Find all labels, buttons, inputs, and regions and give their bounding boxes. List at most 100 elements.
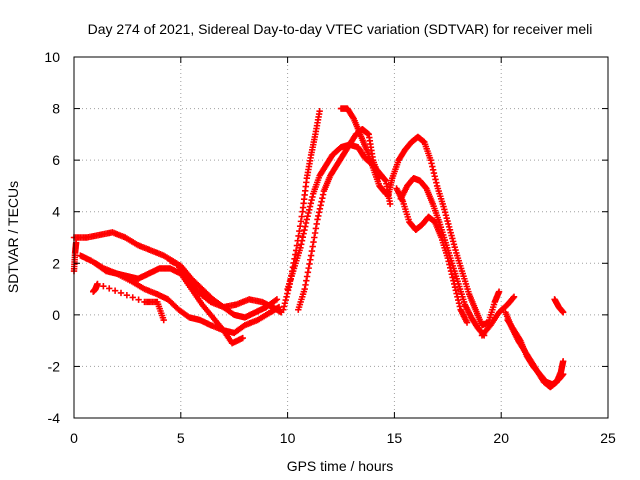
data-point bbox=[303, 216, 311, 223]
data-point bbox=[304, 213, 311, 220]
data-point bbox=[284, 290, 291, 297]
data-point bbox=[310, 238, 317, 246]
data-point bbox=[349, 114, 357, 121]
data-point bbox=[111, 287, 119, 294]
series-track-16 bbox=[504, 316, 567, 388]
x-tick-label: 5 bbox=[177, 430, 185, 446]
data-point bbox=[308, 247, 316, 255]
data-point bbox=[289, 263, 297, 271]
data-point bbox=[292, 251, 299, 258]
series-track-4 bbox=[166, 257, 281, 321]
data-point bbox=[429, 163, 436, 170]
data-point bbox=[381, 189, 389, 196]
data-point bbox=[433, 179, 440, 186]
data-point bbox=[305, 209, 312, 217]
data-point bbox=[303, 277, 310, 284]
chart-title: Day 274 of 2021, Sidereal Day-to-day VTE… bbox=[88, 21, 593, 37]
data-point bbox=[447, 267, 455, 275]
series-track-10 bbox=[337, 105, 390, 197]
data-point bbox=[135, 296, 142, 303]
data-point bbox=[317, 202, 324, 209]
data-point bbox=[449, 274, 456, 281]
data-point bbox=[452, 287, 460, 294]
data-point bbox=[117, 289, 125, 297]
data-point bbox=[296, 227, 303, 235]
data-point bbox=[298, 241, 305, 248]
data-point bbox=[315, 212, 322, 220]
data-point bbox=[448, 271, 456, 278]
data-point bbox=[287, 276, 294, 283]
y-tick-label: 8 bbox=[52, 101, 60, 117]
x-axis: 0 5 10 15 20 25 bbox=[70, 57, 616, 446]
series-track-14 bbox=[478, 293, 518, 339]
data-point bbox=[303, 273, 311, 280]
y-axis: -4 -2 0 2 4 6 8 10 bbox=[44, 49, 608, 426]
data-point bbox=[305, 264, 312, 272]
data-point bbox=[516, 336, 523, 343]
data-point bbox=[386, 200, 394, 208]
data-point bbox=[451, 280, 458, 288]
data-point bbox=[314, 216, 321, 223]
data-point bbox=[431, 173, 438, 180]
data-point bbox=[293, 242, 301, 249]
data-point bbox=[280, 306, 287, 313]
plot-frame bbox=[73, 56, 609, 419]
data-point bbox=[450, 277, 457, 284]
data-point bbox=[309, 243, 316, 250]
data-point bbox=[295, 232, 302, 240]
data-point bbox=[307, 256, 314, 263]
data-point bbox=[273, 296, 281, 303]
y-tick-label: -4 bbox=[48, 410, 61, 426]
y-tick-label: 6 bbox=[52, 152, 60, 168]
data-point bbox=[319, 191, 327, 198]
data-point bbox=[307, 252, 315, 259]
x-tick-label: 15 bbox=[387, 430, 403, 446]
data-point bbox=[316, 107, 323, 115]
data-point bbox=[559, 309, 567, 316]
series-track-3 bbox=[92, 260, 246, 347]
data-point bbox=[283, 293, 290, 301]
y-tick-label: 2 bbox=[52, 255, 60, 271]
data-point bbox=[451, 283, 459, 291]
data-point bbox=[316, 205, 324, 213]
data-point bbox=[298, 213, 305, 220]
grid bbox=[74, 57, 608, 418]
data-point bbox=[429, 166, 437, 174]
data-point bbox=[455, 296, 462, 304]
data-point bbox=[285, 283, 293, 291]
data-point bbox=[456, 303, 464, 310]
data-point bbox=[309, 193, 316, 201]
data-point bbox=[510, 293, 518, 301]
data-point bbox=[559, 370, 567, 378]
series-track-8 bbox=[280, 107, 323, 313]
data-point bbox=[286, 280, 293, 288]
data-point bbox=[288, 268, 296, 275]
data-point bbox=[294, 237, 301, 244]
data-point bbox=[281, 300, 289, 307]
plot-background bbox=[74, 57, 608, 418]
data-point bbox=[282, 296, 289, 304]
data-point bbox=[318, 198, 325, 205]
data-point bbox=[427, 156, 434, 164]
data-point bbox=[447, 264, 454, 271]
data-point bbox=[301, 285, 308, 293]
y-tick-label: 4 bbox=[52, 204, 60, 220]
data-point bbox=[381, 176, 389, 184]
series-track-17 bbox=[551, 296, 567, 316]
data-point bbox=[306, 206, 313, 213]
data-point bbox=[302, 281, 309, 289]
data-point bbox=[290, 259, 297, 267]
x-tick-label: 0 bbox=[70, 430, 78, 446]
series-track-5 bbox=[90, 280, 167, 324]
data-point bbox=[301, 226, 308, 234]
data-point bbox=[510, 294, 517, 301]
data-point bbox=[454, 293, 461, 301]
data-point bbox=[302, 219, 310, 227]
data-point bbox=[291, 255, 298, 262]
data-point bbox=[428, 160, 435, 167]
data-point bbox=[297, 244, 304, 252]
y-tick-label: 10 bbox=[44, 49, 60, 65]
x-tick-label: 20 bbox=[493, 430, 509, 446]
data-point bbox=[306, 260, 313, 268]
